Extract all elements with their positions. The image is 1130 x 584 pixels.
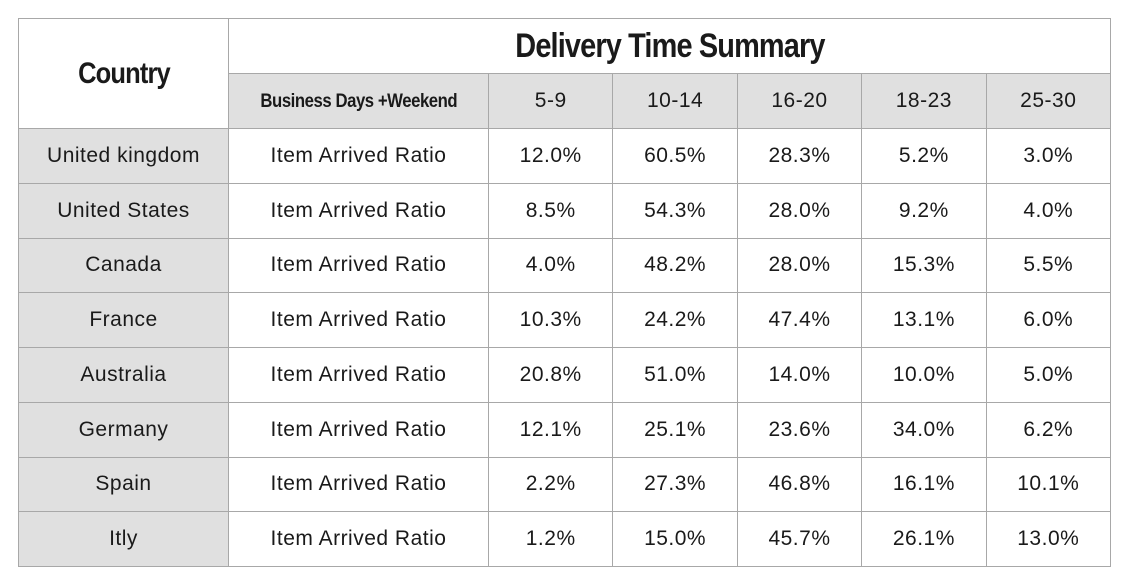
column-header: 18-23 (861, 73, 987, 129)
metric-cell: Item Arrived Ratio (228, 401, 489, 458)
data-row: Itly Item Arrived Ratio 1.2% 15.0% 45.7% 26.1… (18, 511, 1112, 567)
value-cell: 27.3% (612, 456, 738, 513)
country-cell: United kingdom (18, 128, 229, 184)
data-row: United kingdom Item Arrived Ratio 12.0% 60.… (18, 128, 1112, 184)
value-cell: 10.0% (861, 347, 987, 403)
country-header-cell: Country (18, 18, 229, 129)
value-cell: 12.0% (487, 128, 614, 184)
value-cell: 4.0% (487, 237, 614, 294)
metric-cell: Item Arrived Ratio (228, 182, 489, 239)
value-cell: 54.3% (612, 182, 738, 239)
delivery-table: Country Delivery Time Summary Business D… (18, 18, 1112, 567)
value-cell: 1.2% (487, 511, 614, 567)
metric-cell: Item Arrived Ratio (228, 237, 489, 294)
country-header: Country (77, 56, 171, 90)
metric-cell: Item Arrived Ratio (228, 292, 489, 348)
data-row: United States Item Arrived Ratio 8.5% 54.3%… (18, 182, 1112, 239)
value-cell: 24.2% (612, 292, 738, 348)
country-cell: Germany (18, 401, 229, 458)
data-row: Australia Item Arrived Ratio 20.8% 51.0% 14.… (18, 347, 1112, 403)
value-cell: 5.2% (861, 128, 987, 184)
metric-cell: Item Arrived Ratio (228, 456, 489, 513)
value-cell: 6.2% (985, 401, 1112, 458)
header-row: Country Delivery Time Summary (18, 18, 1111, 129)
table-title: Delivery Time Summary (514, 26, 825, 65)
value-cell: 14.0% (736, 347, 863, 403)
country-cell: Itly (18, 511, 229, 567)
data-row: Canada Item Arrived Ratio 4.0% 48.2% 28.0% 15… (18, 237, 1112, 294)
value-cell: 10.1% (985, 456, 1112, 513)
country-cell: United States (18, 182, 229, 239)
value-cell: 3.0% (985, 128, 1112, 184)
subheader-row: Business Days +Weekend 5-9 10-14 16-20 18-2… (19, 73, 1112, 129)
value-cell: 47.4% (736, 292, 863, 348)
value-cell: 28.0% (736, 182, 863, 239)
data-row: France Item Arrived Ratio 10.3% 24.2% 47.4% 1… (18, 292, 1112, 348)
column-header: 10-14 (612, 73, 738, 129)
value-cell: 15.3% (861, 237, 987, 294)
value-cell: 6.0% (985, 292, 1112, 348)
value-cell: 46.8% (736, 456, 863, 513)
country-cell: Canada (18, 237, 229, 294)
value-cell: 10.3% (487, 292, 614, 348)
value-cell: 13.0% (985, 511, 1112, 567)
value-cell: 20.8% (487, 347, 614, 403)
value-cell: 60.5% (612, 128, 738, 184)
value-cell: 25.1% (612, 401, 738, 458)
column-header: 5-9 (487, 73, 614, 129)
column-header: 25-30 (985, 73, 1112, 129)
value-cell: 8.5% (487, 182, 614, 239)
value-cell: 13.1% (861, 292, 987, 348)
subtitle: Business Days +Weekend (260, 91, 457, 112)
value-cell: 28.0% (736, 237, 863, 294)
value-cell: 12.1% (487, 401, 614, 458)
value-cell: 4.0% (985, 182, 1112, 239)
value-cell: 5.5% (985, 237, 1112, 294)
metric-cell: Item Arrived Ratio (228, 511, 489, 567)
metric-cell: Item Arrived Ratio (228, 347, 489, 403)
value-cell: 9.2% (861, 182, 987, 239)
data-row: Spain Item Arrived Ratio 2.2% 27.3% 46.8% 16.… (18, 456, 1112, 513)
country-cell: Spain (18, 456, 229, 513)
value-cell: 5.0% (985, 347, 1112, 403)
value-cell: 16.1% (861, 456, 987, 513)
value-cell: 23.6% (736, 401, 863, 458)
value-cell: 28.3% (736, 128, 863, 184)
value-cell: 48.2% (612, 237, 738, 294)
value-cell: 15.0% (612, 511, 738, 567)
subtitle-cell: Business Days +Weekend (228, 73, 489, 129)
value-cell: 34.0% (861, 401, 987, 458)
title-cell: Delivery Time Summary (228, 18, 1111, 74)
value-cell: 2.2% (487, 456, 614, 513)
column-header: 16-20 (736, 73, 863, 129)
metric-cell: Item Arrived Ratio (228, 128, 489, 184)
country-cell: France (18, 292, 229, 348)
value-cell: 26.1% (861, 511, 987, 567)
table-body: United kingdom Item Arrived Ratio 12.0% 60.… (18, 128, 1112, 567)
data-row: Germany Item Arrived Ratio 12.1% 25.1% 23.6%… (18, 401, 1112, 458)
country-cell: Australia (18, 347, 229, 403)
value-cell: 45.7% (736, 511, 863, 567)
value-cell: 51.0% (612, 347, 738, 403)
